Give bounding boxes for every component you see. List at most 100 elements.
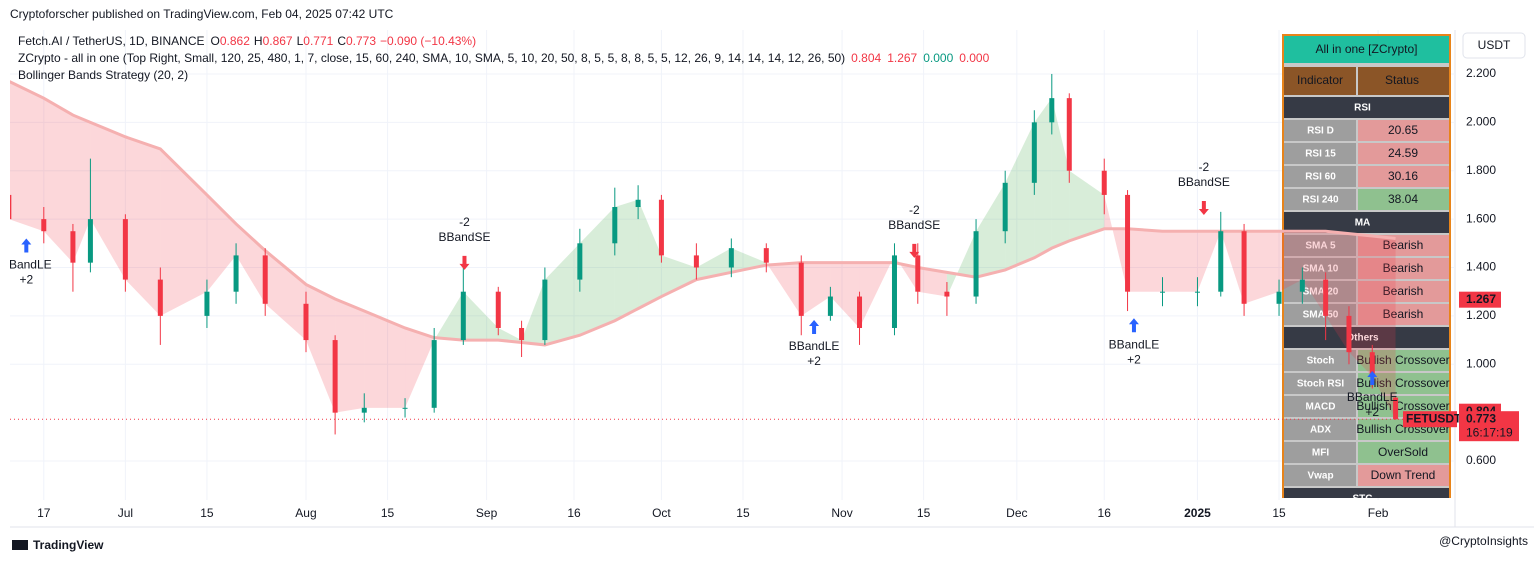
candle-body: [431, 340, 437, 408]
panel-section-title: RSI: [1354, 103, 1371, 114]
panel-label: SMA 50: [1303, 310, 1339, 321]
candle-body: [612, 207, 618, 244]
ohlc-value: 0.867: [263, 34, 293, 48]
band-fill: [1005, 122, 1035, 270]
signal-text: BBandLE: [789, 339, 840, 353]
price-badge: [1459, 291, 1501, 308]
signal-text: BBandLE: [1347, 390, 1398, 404]
candle-body: [519, 327, 525, 341]
signal-qty: +2: [1365, 405, 1379, 419]
signal-text: BBandLE: [1109, 337, 1160, 351]
legend-change: −0.090 (−10.43%): [380, 34, 476, 48]
signal-arrow: [1128, 318, 1139, 333]
panel-label-bg: [1284, 465, 1356, 486]
brand-name: TradingView: [33, 538, 104, 552]
ohlc-prefix: O: [211, 34, 220, 48]
band-fill: [364, 311, 406, 408]
indicator-value: 0.000: [923, 51, 953, 65]
panel-label-bg: [1284, 235, 1356, 256]
panel-status-bg: [1358, 189, 1449, 210]
candle-body: [332, 340, 338, 413]
panel-status: Bearish: [1383, 284, 1424, 298]
candle-body: [1031, 122, 1037, 183]
band-basis: [10, 80, 1396, 347]
legend-indicator-line: ZCrypto - all in one (Top Right, Small, …: [18, 51, 990, 65]
candle-body: [460, 291, 466, 341]
band-fill: [90, 122, 126, 280]
band-fill: [1069, 170, 1105, 241]
panel-label: ADX: [1310, 425, 1331, 436]
panel-column-header: Indicator: [1297, 73, 1343, 87]
band-fill: [305, 284, 336, 413]
signal: BBandLE+2: [10, 238, 52, 287]
band-fill: [463, 291, 499, 341]
signal: BBandSE-2: [1178, 160, 1230, 215]
indicator-value: 1.267: [887, 51, 917, 65]
panel-status: Bearish: [1383, 238, 1424, 252]
footer: TradingView @CryptoInsights: [12, 534, 1528, 552]
band-fill: [72, 115, 91, 263]
signal-qty: -2: [459, 215, 470, 229]
signal-qty: +2: [1127, 352, 1141, 366]
ohlc-prefix: C: [337, 34, 346, 48]
panel-status: 38.04: [1388, 192, 1418, 206]
candle-body: [542, 279, 548, 341]
panel-section-title: MA: [1355, 218, 1371, 229]
plot-area: BBandLE+2BBandSE-2BBandLE+2BBandSE-2BBan…: [10, 73, 1455, 435]
candle-body: [122, 219, 128, 280]
band-fill: [335, 298, 365, 413]
ohlc-value: 0.773: [346, 34, 376, 48]
band-fill: [894, 255, 918, 292]
legend-symbol: Fetch.AI / TetherUS, 1D, BINANCE: [18, 34, 205, 48]
indicator-value: 0.804: [851, 51, 881, 65]
candle-body: [635, 199, 641, 208]
band-fill: [1104, 194, 1128, 292]
band-fill: [1372, 236, 1396, 420]
y-tick-label: 1.800: [1466, 163, 1496, 177]
ohlc: O0.862 H0.867 L0.771 C0.773: [211, 34, 377, 48]
candle-body: [1276, 291, 1282, 304]
panel-label: RSI 240: [1302, 195, 1339, 206]
signal: BBandLE+2: [789, 320, 840, 368]
currency-button[interactable]: [1462, 32, 1526, 59]
candle-body: [361, 407, 367, 413]
panel-status-bg: [1358, 235, 1449, 256]
panel-status-bg: [1358, 350, 1449, 371]
signal-arrow: [1198, 201, 1209, 215]
panel-label: MFI: [1312, 448, 1329, 459]
panel-label: RSI 15: [1305, 149, 1336, 160]
ohlc-prefix: L: [297, 34, 304, 48]
x-tick-label: 15: [736, 506, 750, 520]
signal-arrow: [459, 255, 470, 270]
panel-status: Bearish: [1383, 307, 1424, 321]
x-tick-label: Sep: [476, 506, 498, 520]
candle-body: [944, 291, 950, 297]
candle-body: [41, 219, 47, 232]
panel-label: MACD: [1306, 402, 1336, 413]
candle-body: [857, 296, 863, 328]
band-fill: [766, 262, 802, 316]
band-fill: [1034, 98, 1052, 258]
legend-strategy: Bollinger Bands Strategy (20, 2): [18, 68, 188, 82]
candle-body: [1369, 352, 1375, 377]
band-fill: [614, 199, 639, 321]
panel-label: Vwap: [1307, 471, 1333, 482]
panel-status-bg: [1358, 281, 1449, 302]
candle-body: [70, 231, 76, 263]
candle-body: [1323, 279, 1329, 316]
x-tick-label: 2025: [1184, 506, 1211, 520]
panel-header-bg: [1284, 67, 1449, 95]
candle-body: [233, 255, 239, 292]
band-fill: [859, 255, 895, 328]
band-fill: [405, 327, 435, 408]
last-price-label: 0.773: [1466, 411, 1496, 425]
symbol-badge-label: FETUSDT: [1406, 411, 1462, 425]
price-badge-label: 1.267: [1466, 292, 1496, 306]
panel-label-bg: [1284, 442, 1356, 463]
signal-arrow: [909, 243, 920, 258]
candle-body: [1160, 291, 1166, 293]
panel-label-bg: [1284, 189, 1356, 210]
panel-label-bg: [1284, 373, 1356, 394]
brand-logo: [12, 540, 28, 550]
currency-label[interactable]: USDT: [1478, 38, 1511, 52]
